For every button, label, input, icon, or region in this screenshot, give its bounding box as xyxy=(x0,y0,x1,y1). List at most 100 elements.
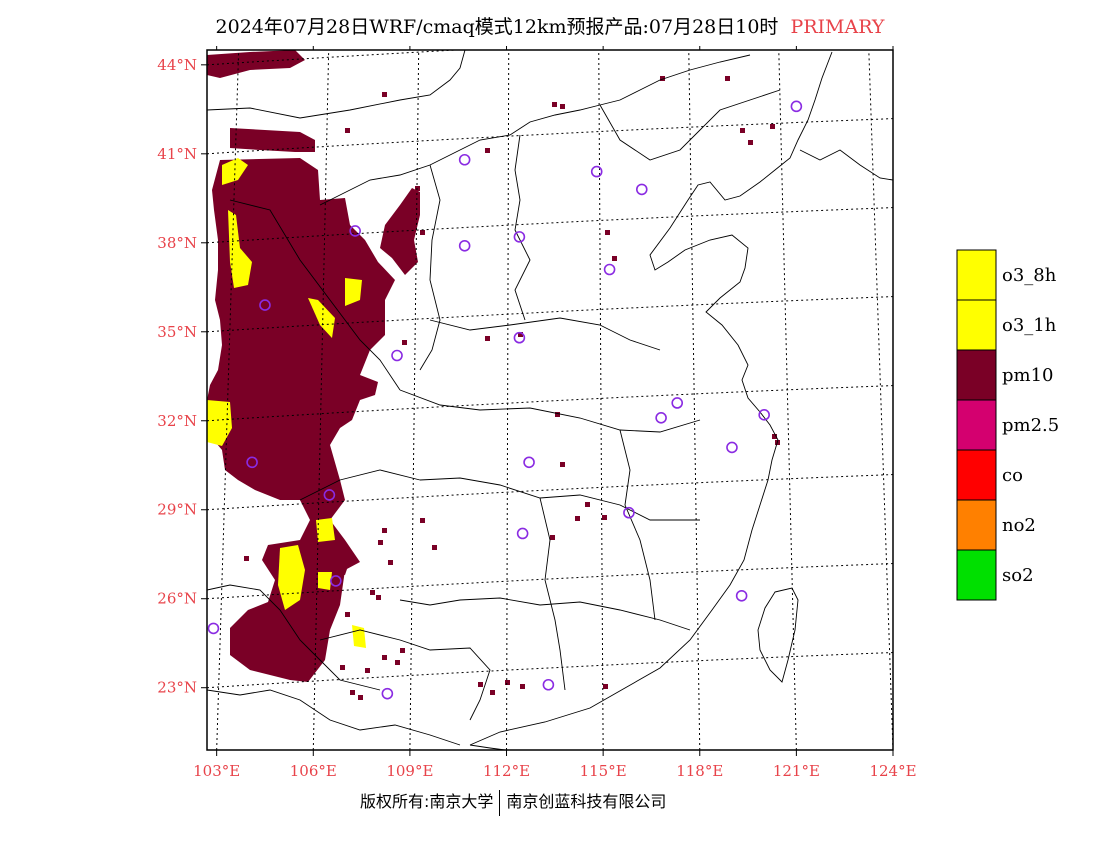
pm10-cell xyxy=(748,140,753,145)
pm10-cell xyxy=(485,148,490,153)
station-marker xyxy=(323,489,336,501)
o3-patch-3 xyxy=(308,298,335,338)
map-title: 2024年07月28日WRF/cmaq模式12km预报产品:07月28日10时 P… xyxy=(0,12,1100,40)
pm10-cell xyxy=(770,124,775,129)
station-marker xyxy=(349,225,361,237)
boundaries xyxy=(207,50,893,750)
station-marker xyxy=(513,231,526,243)
pm10-cell xyxy=(585,502,590,507)
legend-label: pm10 xyxy=(1002,365,1054,386)
legend-swatch-pm10 xyxy=(956,349,997,401)
o3-patch-5 xyxy=(207,400,232,446)
pm10-scatter xyxy=(244,76,780,700)
pm10-cell xyxy=(772,434,777,439)
pm10-cell xyxy=(660,76,665,81)
o3-patch-2 xyxy=(228,210,252,288)
lon-tick-label: 112°E xyxy=(483,762,530,780)
pm10-cell xyxy=(725,76,730,81)
pm10-cell xyxy=(345,128,350,133)
boundary-gansu xyxy=(229,199,401,391)
pm10-cell xyxy=(378,540,383,545)
boundary-east-vertical xyxy=(619,429,656,621)
pm10-cell xyxy=(552,102,557,107)
station-marker xyxy=(735,589,748,602)
axis-ticks xyxy=(201,46,894,756)
pm10-cell xyxy=(420,518,425,523)
pm10-cell xyxy=(520,684,525,689)
legend-swatch-o3_8h xyxy=(956,249,997,301)
footer-separator xyxy=(499,789,501,816)
pm10-cell xyxy=(395,660,400,665)
station-marker xyxy=(655,411,667,424)
graticule-lon-line xyxy=(409,50,420,750)
station-marker xyxy=(381,687,394,700)
pm10-cell xyxy=(478,682,483,687)
lat-tick-label: 26°N xyxy=(157,590,197,608)
pm10-cell xyxy=(382,92,387,97)
o3-patch-8 xyxy=(352,625,366,648)
pm10-cell xyxy=(415,186,420,191)
station-marker xyxy=(330,575,342,587)
pm10-cell xyxy=(365,668,370,673)
legend-label: so2 xyxy=(1002,565,1034,586)
graticule-lon-line xyxy=(688,50,701,750)
boundary-guangdong xyxy=(399,597,691,631)
station-marker xyxy=(246,456,258,469)
boundary-central xyxy=(299,469,421,501)
pm10-cell xyxy=(490,690,495,695)
lon-tick-label: 121°E xyxy=(773,762,820,780)
pm10-cell xyxy=(400,648,405,653)
station-marker xyxy=(726,441,738,454)
pm10-cell xyxy=(345,612,350,617)
primary-tag: PRIMARY xyxy=(790,16,885,38)
graticule xyxy=(207,50,893,750)
boundary-northeast xyxy=(599,89,781,161)
boundary-mongolia xyxy=(207,50,466,119)
boundary-hubei xyxy=(399,389,701,433)
pm10-cell xyxy=(402,340,407,345)
o3-patch-9 xyxy=(318,572,332,590)
legend-label: o3_8h xyxy=(1002,265,1057,286)
lon-tick-label: 103°E xyxy=(193,762,240,780)
pm10-region-south xyxy=(318,538,350,575)
station-marker xyxy=(458,239,471,252)
title-text: 2024年07月28日WRF/cmaq模式12km预报产品:07月28日10时 xyxy=(215,16,779,38)
station-marker xyxy=(671,397,684,409)
station-marker xyxy=(758,409,770,421)
pm10-cell xyxy=(505,680,510,685)
pm10-cell xyxy=(340,665,345,670)
copyright-left: 版权所有:南京大学 xyxy=(360,792,494,811)
graticule-lon-line xyxy=(778,50,797,750)
station-marker xyxy=(259,299,271,311)
lat-tick-label: 32°N xyxy=(157,412,197,430)
pm10-cell xyxy=(370,590,375,595)
pm10-cell xyxy=(382,655,387,660)
boundary-innermongolia xyxy=(319,54,751,206)
boundary-guangxi xyxy=(319,629,491,721)
station-marker xyxy=(516,527,529,540)
legend-swatch-no2 xyxy=(956,499,997,551)
pm10-cell xyxy=(518,332,523,337)
pm10-cell xyxy=(382,528,387,533)
o3-patch-1 xyxy=(222,158,248,185)
pm10-cell xyxy=(575,516,580,521)
copyright-right: 南京创蓝科技有限公司 xyxy=(506,792,667,811)
boundary-henan xyxy=(429,317,661,351)
pm10-cell xyxy=(602,515,607,520)
lat-tick-label: 23°N xyxy=(157,679,197,697)
legend-label: o3_1h xyxy=(1002,315,1057,336)
coastline xyxy=(469,51,833,746)
pm10-cell xyxy=(376,595,381,600)
pm10-region-shanxi xyxy=(380,188,420,275)
station-marker xyxy=(623,506,635,519)
legend-label: pm2.5 xyxy=(1002,415,1059,436)
legend-swatch-o3_1h xyxy=(956,299,997,351)
pm10-region-north-strip xyxy=(230,128,315,152)
o3-patch-7 xyxy=(316,518,335,542)
pm10-cell xyxy=(358,695,363,700)
pm10-cell xyxy=(603,684,608,689)
lat-tick-label: 44°N xyxy=(157,56,197,74)
pm10-cell xyxy=(555,412,560,417)
pm10-cell xyxy=(560,104,565,109)
